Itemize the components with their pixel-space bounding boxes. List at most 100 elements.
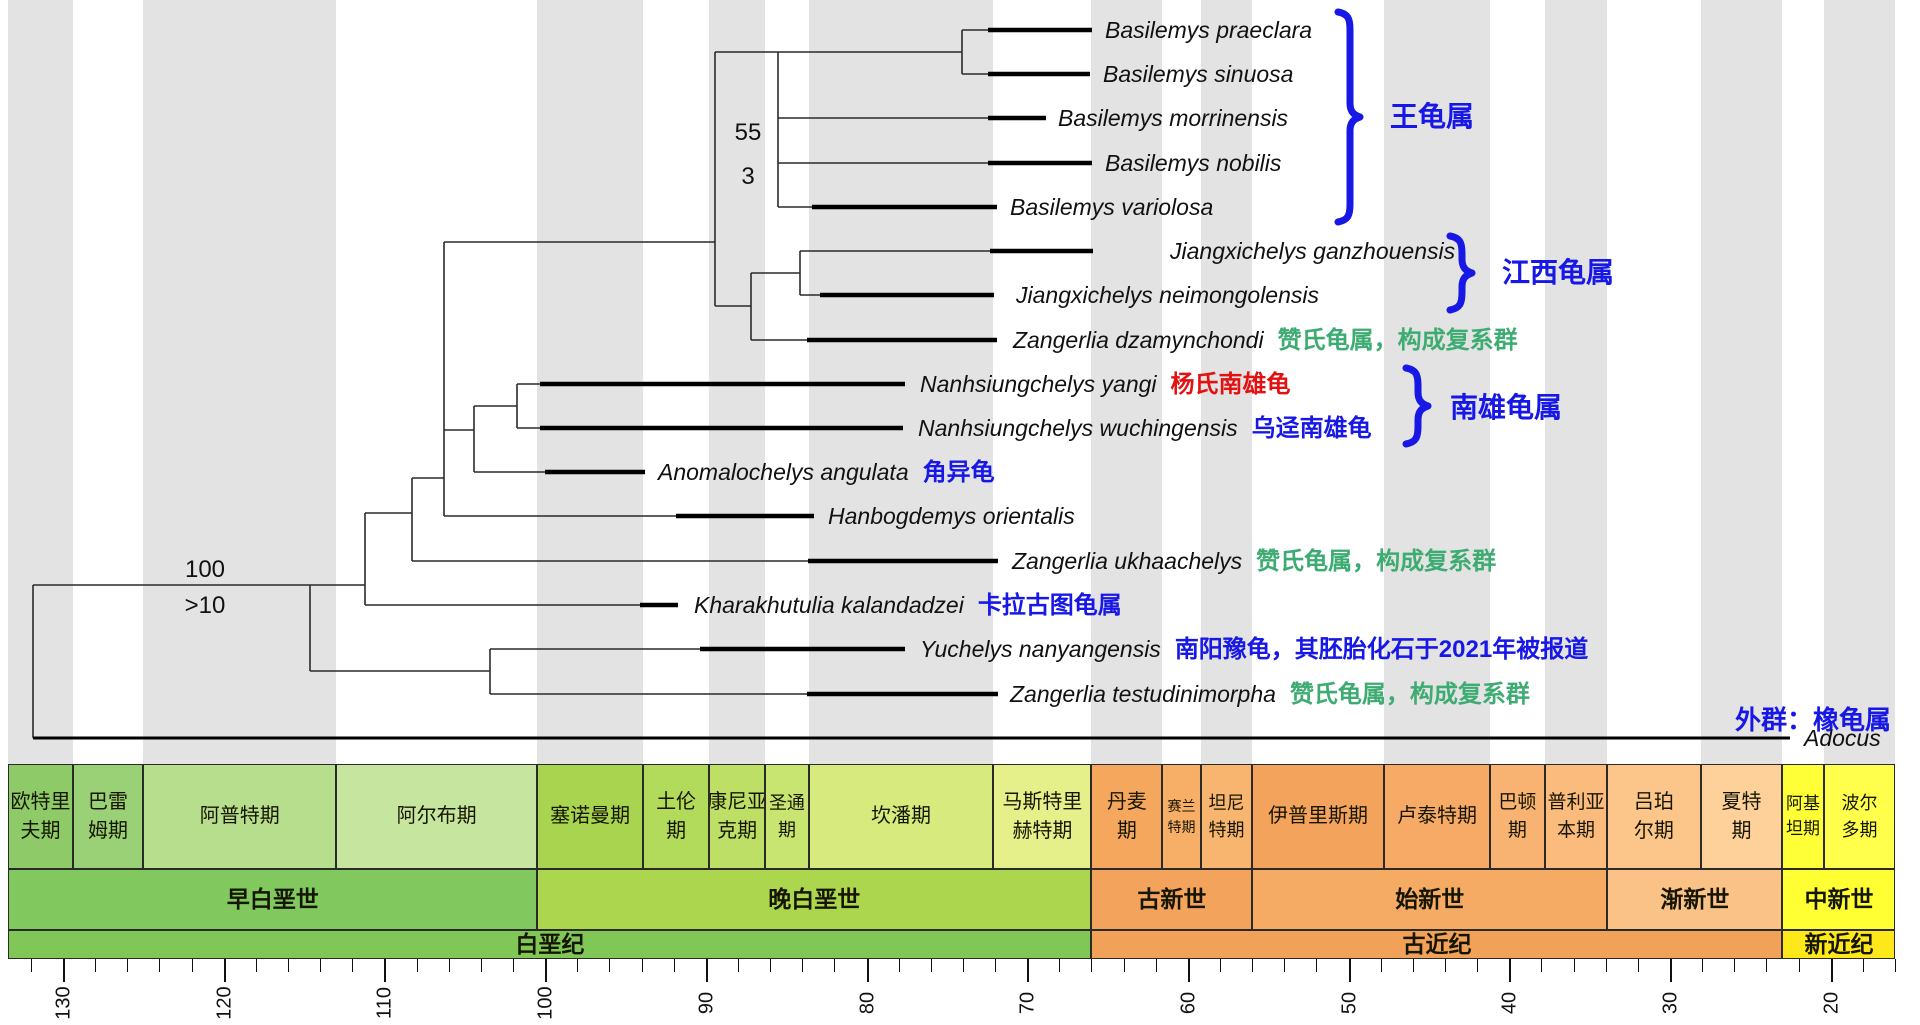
stage-label: 吕珀 [1633,790,1674,813]
axis-minor-tick [127,959,129,972]
axis-tick-label: 70 [1016,991,1039,1015]
taxon-label: Zangerlia testudinimorpha 赞氏龟属，构成复系群 [1009,680,1530,708]
epoch-label: 古新世 [1137,885,1207,912]
axis-tick-label: 110 [373,987,396,1019]
epoch-label: 始新世 [1395,885,1465,912]
stage-box: 马斯特里 赫特期 [993,764,1092,869]
epoch-label: 中新世 [1804,885,1874,912]
epoch-label: 早白垩世 [226,885,319,912]
axis-major-tick [705,959,708,982]
axis-tick-label: 100 [534,986,557,1020]
axis-minor-tick [1155,959,1157,972]
stage-label: 巴雷 [87,790,128,813]
taxon-label: Zangerlia ukhaachelys 赞氏龟属，构成复系群 [1011,547,1496,575]
axis-minor-tick [1091,959,1093,972]
axis-tick-label: 40 [1498,991,1521,1015]
period-label: 古近纪 [1402,930,1472,957]
stage-box: 阿普特期 [143,764,337,869]
stage-label: 欧特里 [10,790,71,813]
taxon-label: Jiangxichelys neimongolensis [1015,282,1319,308]
stage-stripe [8,0,73,764]
stage-box: 圣通期 [765,764,809,869]
axis-tick-label: 90 [695,991,718,1015]
axis-minor-tick [1798,959,1800,972]
axis-minor-tick [1541,959,1543,972]
axis-tick-label: 60 [1177,991,1200,1015]
axis-minor-tick [159,959,161,972]
stage-label: 阿普特期 [199,805,280,827]
axis-major-tick [1670,959,1672,982]
axis-major-tick [384,959,387,982]
stage-label: 期 [777,819,796,840]
stage-box: 阿尔布期 [336,764,538,869]
taxon-label: Hanbogdemys orientalis [828,503,1075,529]
axis-minor-tick [641,959,643,972]
epoch-box: 渐新世 [1607,869,1783,930]
epoch-box: 中新世 [1782,869,1896,930]
axis-minor-tick [673,959,675,972]
axis-minor-tick [512,959,514,972]
stage-stripe [1200,0,1253,764]
taxon-label: Basilemys praeclara [1105,17,1312,43]
stage-box: 坦尼 特期 [1200,764,1253,869]
epoch-box: 始新世 [1252,869,1608,930]
stage-label: 圣通 [768,793,805,814]
axis-minor-tick [1573,959,1575,972]
axis-minor-tick [480,959,482,972]
axis-minor-tick [1252,959,1254,972]
stage-label: 阿尔布期 [396,805,477,827]
axis-minor-tick [995,959,997,972]
genus-brace [1402,364,1432,448]
stage-stripe [1383,0,1490,764]
stage-label: 尔期 [1633,819,1674,842]
axis-minor-tick [30,959,32,972]
axis-minor-tick [95,959,97,972]
stage-label: 土伦 [656,790,697,813]
stage-label: 夫期 [20,819,61,842]
taxon-annotation: 杨氏南雄龟 [1171,371,1291,398]
axis-minor-tick [416,959,418,972]
axis-minor-tick [737,959,739,972]
axis-tick-label: 50 [1338,991,1361,1015]
axis-minor-tick [802,959,804,972]
taxon-annotation: 乌迳南雄龟 [1252,414,1372,442]
axis-minor-tick [1445,959,1447,972]
axis-minor-tick [962,959,964,972]
axis-minor-tick [1637,959,1639,972]
epoch-label: 渐新世 [1660,885,1730,912]
taxon-annotation: 角异龟 [923,458,995,486]
stage-box: 普利亚 本期 [1544,764,1608,869]
axis-major-tick [866,959,869,982]
taxon-label: Nanhsiungchelys yangi 杨氏南雄龟 [920,371,1291,398]
axis-major-tick [223,959,226,982]
stage-box: 巴雷 姆期 [72,764,144,869]
support-value-top: 100 [185,556,225,583]
axis-minor-tick [1412,959,1414,972]
stage-label: 克期 [717,819,758,842]
support-value-top: 55 [735,119,762,146]
stage-label: 伊普里斯期 [1268,805,1369,827]
stage-stripe [143,0,337,764]
stage-label: 本期 [1556,819,1595,841]
axis-minor-tick [1894,959,1896,972]
stage-label: 期 [1731,819,1752,842]
stage-box: 塞诺曼期 [537,764,644,869]
axis-tick-label: 130 [52,986,75,1020]
stage-label: 坦尼 [1208,793,1245,814]
stage-label: 赫特期 [1012,819,1073,842]
stage-label: 坦期 [1786,818,1821,838]
epoch-box: 古新世 [1091,869,1253,930]
stage-box: 赛兰 特期 [1162,764,1201,869]
axis-minor-tick [1316,959,1318,972]
axis-minor-tick [352,959,354,972]
axis-minor-tick [1284,959,1286,972]
stage-label: 多期 [1841,819,1878,840]
stage-box: 土伦期 [643,764,709,869]
stage-box: 丹麦期 [1091,764,1163,869]
stage-label: 康尼亚 [709,790,766,813]
axis-tick-label: 20 [1820,991,1843,1015]
genus-brace [1446,232,1476,314]
axis-minor-tick [1605,959,1607,972]
stage-label: 期 [666,819,687,842]
